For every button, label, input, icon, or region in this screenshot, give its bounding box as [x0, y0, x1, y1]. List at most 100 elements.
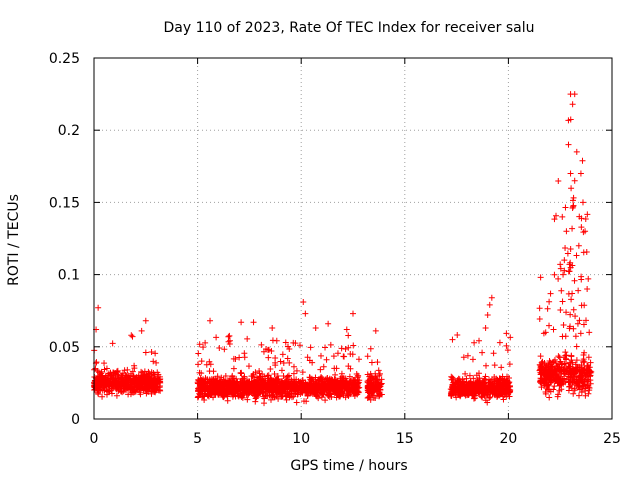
- data-point: [368, 359, 375, 366]
- chart-title: Day 110 of 2023, Rate Of TEC Index for r…: [163, 20, 534, 36]
- data-point: [562, 379, 569, 386]
- data-point: [493, 390, 500, 397]
- data-point: [579, 199, 586, 206]
- data-point: [199, 392, 206, 399]
- data-point: [579, 366, 586, 373]
- data-point: [215, 385, 222, 392]
- data-point: [561, 257, 568, 264]
- data-point: [569, 290, 576, 297]
- data-point: [219, 392, 226, 399]
- data-point: [322, 397, 329, 404]
- x-tick-label: 10: [292, 431, 310, 447]
- data-point: [236, 354, 243, 361]
- data-point: [201, 382, 208, 389]
- data-point: [226, 337, 233, 344]
- data-point: [238, 394, 245, 401]
- data-point: [92, 384, 99, 391]
- data-point: [265, 354, 272, 361]
- data-point: [197, 375, 204, 382]
- data-point: [565, 141, 572, 148]
- data-point: [449, 374, 456, 381]
- data-point: [541, 371, 548, 378]
- data-point: [238, 380, 245, 387]
- data-point: [225, 338, 232, 345]
- data-point: [210, 368, 217, 375]
- data-point: [575, 242, 582, 249]
- data-point: [128, 332, 135, 339]
- data-point: [215, 391, 222, 398]
- data-point: [555, 275, 562, 282]
- data-point: [587, 359, 594, 366]
- data-point: [219, 381, 226, 388]
- data-point: [252, 369, 259, 376]
- data-point: [586, 364, 593, 371]
- data-point: [370, 388, 377, 395]
- data-point: [222, 373, 229, 380]
- data-point: [559, 333, 566, 340]
- data-point: [216, 345, 223, 352]
- data-point: [318, 394, 325, 401]
- data-point: [557, 307, 564, 314]
- data-point: [569, 197, 576, 204]
- axis-ticks: [93, 57, 613, 420]
- y-tick-label: 0.1: [58, 268, 80, 284]
- data-point: [99, 393, 106, 400]
- data-point: [138, 327, 145, 334]
- data-point: [194, 394, 201, 401]
- data-point: [290, 393, 297, 400]
- data-point: [487, 381, 494, 388]
- data-point: [207, 361, 214, 368]
- data-point: [279, 393, 286, 400]
- data-point: [354, 374, 361, 381]
- data-point: [304, 354, 311, 361]
- data-point: [558, 381, 565, 388]
- data-point: [490, 380, 497, 387]
- data-point: [582, 383, 589, 390]
- data-point: [364, 394, 371, 401]
- data-point: [551, 383, 558, 390]
- data-point: [94, 367, 101, 374]
- data-point: [312, 325, 319, 332]
- data-point: [269, 325, 276, 332]
- data-point: [470, 375, 477, 382]
- data-point: [556, 361, 563, 368]
- data-point: [355, 356, 362, 363]
- data-point: [500, 383, 507, 390]
- data-point: [238, 369, 245, 376]
- data-point: [322, 344, 329, 351]
- data-point: [241, 354, 248, 361]
- data-point: [465, 380, 472, 387]
- data-point: [463, 375, 470, 382]
- data-point: [578, 224, 585, 231]
- data-point: [568, 385, 575, 392]
- data-point: [586, 384, 593, 391]
- data-point: [549, 370, 556, 377]
- data-point: [377, 381, 384, 388]
- data-point: [328, 393, 335, 400]
- data-point: [206, 358, 213, 365]
- data-point: [220, 388, 227, 395]
- data-point: [129, 386, 136, 393]
- data-point: [566, 378, 573, 385]
- data-point: [538, 384, 545, 391]
- data-point: [460, 390, 467, 397]
- data-point: [488, 294, 495, 301]
- data-point: [555, 380, 562, 387]
- data-point: [581, 302, 588, 309]
- data-point: [541, 360, 548, 367]
- data-point: [349, 384, 356, 391]
- data-point: [555, 178, 562, 185]
- data-point: [568, 377, 575, 384]
- data-point: [320, 363, 327, 370]
- data-point: [586, 369, 593, 376]
- data-point: [586, 329, 593, 336]
- data-point: [504, 347, 511, 354]
- data-point: [567, 374, 574, 381]
- data-point: [112, 375, 119, 382]
- grid-lines: [94, 58, 612, 419]
- data-point: [319, 375, 326, 382]
- data-point: [97, 380, 104, 387]
- data-point: [238, 319, 245, 326]
- data-point: [225, 333, 232, 340]
- data-point: [378, 376, 385, 383]
